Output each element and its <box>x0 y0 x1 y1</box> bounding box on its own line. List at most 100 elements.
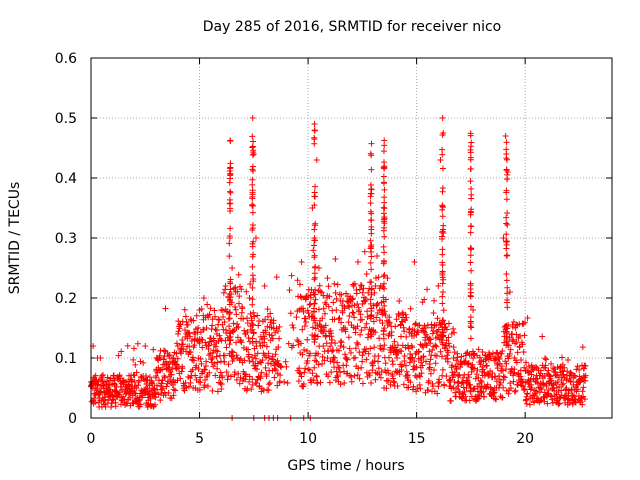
data-point <box>441 320 448 327</box>
data-point <box>444 358 451 365</box>
data-point <box>226 323 233 330</box>
data-point <box>409 386 416 393</box>
data-point <box>423 342 430 349</box>
data-point <box>272 351 279 358</box>
data-point <box>531 399 538 406</box>
data-point <box>249 284 256 291</box>
data-point <box>368 286 375 293</box>
data-point <box>228 348 235 355</box>
data-point <box>561 392 568 399</box>
data-point <box>348 378 355 385</box>
data-point <box>525 363 532 370</box>
data-point <box>177 375 184 382</box>
data-point <box>371 344 378 351</box>
data-point <box>315 306 322 313</box>
data-point <box>214 359 221 366</box>
data-point <box>381 249 388 256</box>
data-point <box>227 188 234 195</box>
data-point <box>355 341 362 348</box>
data-point <box>411 358 418 365</box>
data-point <box>528 381 535 388</box>
data-point <box>420 353 427 360</box>
data-point <box>206 311 213 318</box>
data-point <box>251 313 258 320</box>
data-point <box>254 312 261 319</box>
data-point <box>467 252 474 259</box>
data-point <box>227 225 234 232</box>
data-point <box>435 383 442 390</box>
data-point <box>415 355 422 362</box>
data-point <box>186 349 193 356</box>
data-point <box>152 401 159 408</box>
data-point <box>434 315 441 322</box>
data-point <box>439 115 446 121</box>
data-point <box>574 363 581 370</box>
data-point <box>472 375 479 382</box>
data-point <box>216 317 223 324</box>
data-point <box>236 293 243 300</box>
data-point <box>253 342 260 349</box>
data-point <box>227 170 234 177</box>
data-point <box>130 356 137 363</box>
data-point <box>249 209 256 216</box>
data-point <box>299 351 306 358</box>
data-point <box>545 367 552 374</box>
data-point <box>470 350 477 357</box>
data-point <box>375 274 382 281</box>
data-point <box>420 328 427 335</box>
data-point <box>568 386 575 393</box>
data-point <box>453 357 460 364</box>
data-point <box>188 338 195 345</box>
data-point <box>363 271 370 277</box>
data-point <box>348 373 355 380</box>
data-point <box>470 355 477 362</box>
data-point <box>366 372 373 379</box>
data-point <box>479 348 486 355</box>
data-point <box>343 355 350 362</box>
data-point <box>451 329 458 336</box>
data-point <box>424 322 431 329</box>
data-point <box>142 386 149 393</box>
data-point <box>368 266 375 273</box>
data-point <box>342 328 349 335</box>
data-point <box>250 202 257 209</box>
data-point <box>404 372 411 379</box>
data-point <box>415 329 422 336</box>
data-point <box>405 342 412 349</box>
data-point <box>411 259 418 265</box>
data-point <box>346 313 353 319</box>
data-point <box>116 372 123 379</box>
data-point <box>202 339 209 346</box>
data-point <box>385 369 392 376</box>
data-point <box>299 326 306 333</box>
data-point <box>334 373 341 380</box>
data-point <box>374 253 381 260</box>
data-point <box>135 377 142 384</box>
data-point <box>196 340 203 347</box>
data-point <box>263 343 270 350</box>
y-tick-label: 0.6 <box>55 51 77 67</box>
data-point <box>345 334 352 341</box>
data-point <box>403 314 410 321</box>
data-point <box>222 286 229 293</box>
data-point <box>212 326 219 333</box>
data-point <box>225 361 232 368</box>
data-point <box>525 381 532 388</box>
data-point <box>547 373 554 380</box>
data-point <box>368 217 375 224</box>
data-point <box>339 309 346 316</box>
data-point <box>201 366 208 373</box>
data-point <box>559 381 566 388</box>
data-point <box>510 336 517 343</box>
data-point <box>368 230 375 237</box>
data-point <box>386 314 393 321</box>
data-point <box>319 360 326 367</box>
data-point <box>100 385 107 392</box>
data-point <box>229 265 236 271</box>
data-point <box>439 288 446 295</box>
data-point <box>232 304 239 311</box>
data-point <box>367 237 374 244</box>
data-point <box>244 328 251 335</box>
data-point <box>146 374 153 381</box>
data-point <box>503 196 510 203</box>
